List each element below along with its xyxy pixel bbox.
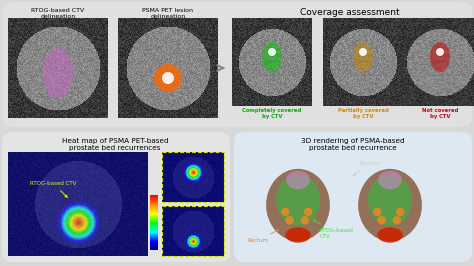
Bar bbox=[150, 218, 158, 219]
Bar bbox=[150, 246, 158, 247]
Ellipse shape bbox=[378, 171, 402, 189]
Bar bbox=[150, 205, 158, 206]
Ellipse shape bbox=[281, 207, 290, 216]
Bar bbox=[150, 230, 158, 231]
Text: RTOG-based CTV
delineation: RTOG-based CTV delineation bbox=[31, 8, 85, 19]
Bar bbox=[150, 225, 158, 226]
Bar bbox=[150, 243, 158, 244]
Ellipse shape bbox=[262, 42, 282, 72]
Ellipse shape bbox=[359, 48, 367, 56]
Bar bbox=[150, 200, 158, 201]
Bar bbox=[150, 198, 158, 199]
Bar bbox=[150, 241, 158, 242]
Ellipse shape bbox=[304, 207, 312, 216]
Ellipse shape bbox=[392, 216, 401, 225]
Bar bbox=[162, 152, 224, 202]
Bar bbox=[150, 215, 158, 216]
Bar bbox=[150, 244, 158, 245]
Ellipse shape bbox=[268, 48, 276, 56]
Bar bbox=[150, 196, 158, 197]
Bar bbox=[150, 213, 158, 214]
Bar bbox=[150, 221, 158, 222]
Ellipse shape bbox=[43, 48, 73, 98]
Ellipse shape bbox=[358, 169, 422, 241]
Bar bbox=[150, 242, 158, 243]
Bar bbox=[150, 227, 158, 228]
Bar bbox=[150, 204, 158, 205]
Bar bbox=[150, 247, 158, 248]
Bar bbox=[150, 235, 158, 236]
Bar bbox=[150, 199, 158, 200]
Text: PSMA PET lesion
delineation: PSMA PET lesion delineation bbox=[143, 8, 193, 19]
Bar bbox=[150, 220, 158, 221]
Ellipse shape bbox=[276, 174, 320, 226]
Bar bbox=[150, 207, 158, 208]
Text: Bladder: Bladder bbox=[353, 161, 381, 176]
Bar bbox=[150, 212, 158, 213]
Text: Partially covered
by CTV: Partially covered by CTV bbox=[337, 108, 388, 119]
Bar bbox=[150, 238, 158, 239]
Bar bbox=[150, 202, 158, 203]
Bar bbox=[150, 216, 158, 217]
Bar bbox=[150, 214, 158, 215]
FancyBboxPatch shape bbox=[2, 2, 472, 127]
Bar bbox=[162, 206, 224, 256]
Bar bbox=[150, 197, 158, 198]
Ellipse shape bbox=[353, 42, 373, 72]
Ellipse shape bbox=[285, 227, 311, 243]
Ellipse shape bbox=[396, 207, 404, 216]
Bar bbox=[150, 201, 158, 202]
Bar bbox=[150, 249, 158, 250]
Bar bbox=[150, 206, 158, 207]
Text: RTOG-based
CTV: RTOG-based CTV bbox=[313, 220, 354, 239]
Text: RTOG-based CTV: RTOG-based CTV bbox=[30, 181, 76, 197]
Bar bbox=[150, 236, 158, 237]
Bar bbox=[150, 231, 158, 232]
Bar bbox=[150, 239, 158, 240]
Bar bbox=[150, 240, 158, 241]
FancyBboxPatch shape bbox=[2, 132, 230, 262]
Bar bbox=[150, 211, 158, 212]
Bar bbox=[150, 222, 158, 223]
Bar bbox=[150, 248, 158, 249]
Bar bbox=[150, 195, 158, 196]
Text: Rectum: Rectum bbox=[248, 230, 279, 243]
Bar bbox=[150, 232, 158, 233]
Ellipse shape bbox=[368, 174, 412, 226]
Bar bbox=[150, 234, 158, 235]
Ellipse shape bbox=[285, 216, 294, 225]
Text: Completely covered
by CTV: Completely covered by CTV bbox=[242, 108, 301, 119]
Ellipse shape bbox=[154, 64, 182, 92]
Bar bbox=[150, 226, 158, 227]
Bar bbox=[150, 203, 158, 204]
Ellipse shape bbox=[377, 216, 386, 225]
Text: Not covered
by CTV: Not covered by CTV bbox=[422, 108, 458, 119]
Bar bbox=[150, 223, 158, 224]
Ellipse shape bbox=[286, 171, 310, 189]
Ellipse shape bbox=[301, 216, 309, 225]
Bar bbox=[150, 233, 158, 234]
Bar bbox=[150, 217, 158, 218]
FancyBboxPatch shape bbox=[234, 132, 472, 262]
Ellipse shape bbox=[266, 169, 330, 241]
Bar bbox=[150, 210, 158, 211]
Ellipse shape bbox=[430, 42, 450, 72]
Ellipse shape bbox=[436, 48, 444, 56]
Bar bbox=[150, 245, 158, 246]
Ellipse shape bbox=[373, 207, 382, 216]
Bar bbox=[150, 224, 158, 225]
Bar bbox=[150, 208, 158, 209]
Ellipse shape bbox=[162, 72, 174, 84]
Bar bbox=[150, 219, 158, 220]
Bar bbox=[150, 228, 158, 229]
Text: 3D rendering of PSMA-based
prostate bed recurrence: 3D rendering of PSMA-based prostate bed … bbox=[301, 138, 405, 151]
Bar bbox=[150, 209, 158, 210]
Bar bbox=[150, 229, 158, 230]
Text: Coverage assessment: Coverage assessment bbox=[300, 8, 400, 17]
Bar bbox=[150, 237, 158, 238]
Ellipse shape bbox=[377, 227, 403, 243]
Text: Heat map of PSMA PET-based
prostate bed recurrences: Heat map of PSMA PET-based prostate bed … bbox=[62, 138, 168, 151]
